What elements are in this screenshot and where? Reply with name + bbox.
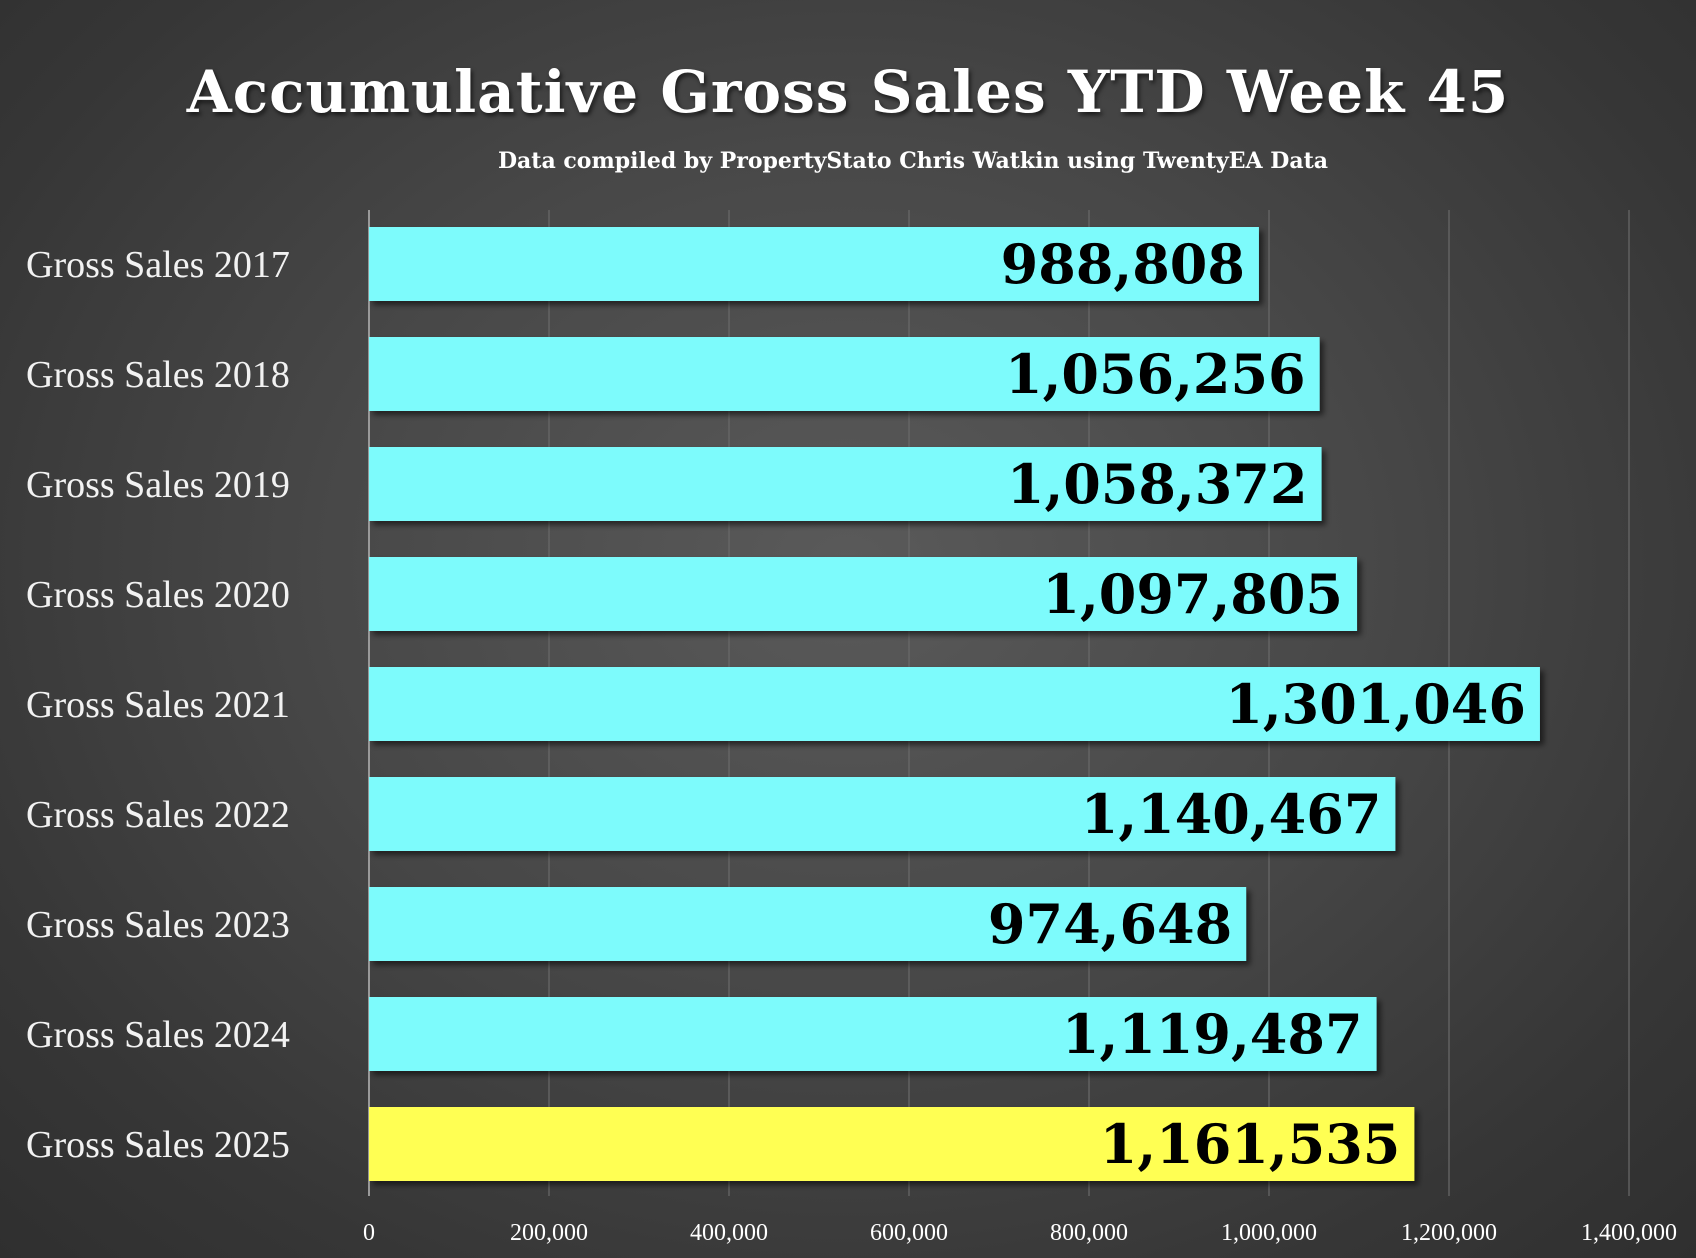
chart-subtitle: Data compiled by PropertyStato Chris Wat…: [497, 148, 1329, 174]
x-tick-label: 400,000: [690, 1220, 768, 1246]
bar-value-label: 1,301,046: [1225, 672, 1526, 736]
category-label: Gross Sales 2022: [26, 794, 290, 836]
category-label: Gross Sales 2018: [26, 354, 290, 396]
bar-value-label: 1,058,372: [1007, 452, 1308, 516]
category-label: Gross Sales 2017: [26, 244, 290, 286]
bar-value-label: 1,056,256: [1005, 342, 1306, 406]
x-tick-label: 800,000: [1050, 1220, 1128, 1246]
category-label: Gross Sales 2019: [26, 464, 290, 506]
x-tick-label: 1,200,000: [1401, 1220, 1497, 1246]
bar: [369, 887, 1247, 961]
bar: [369, 667, 1540, 741]
bar-value-label: 1,097,805: [1042, 562, 1343, 626]
category-label: Gross Sales 2020: [26, 574, 290, 616]
x-tick-label: 1,000,000: [1221, 1220, 1317, 1246]
bar: [369, 777, 1396, 851]
category-label: Gross Sales 2023: [26, 904, 290, 946]
x-axis-tick-labels: 0 200,000 400,000 600,000 800,000 1,000,000 1,…: [363, 1220, 1677, 1246]
bars: 988,808 1,056,256 1,058,372 1,097,805 1,301,…: [369, 227, 1540, 1181]
category-label: Gross Sales 2024: [26, 1014, 290, 1056]
category-labels: Gross Sales 2017 Gross Sales 2018 Gross Sa…: [26, 244, 290, 1166]
bar-value-label: 988,808: [1001, 232, 1245, 296]
chart-title: Accumulative Gross Sales YTD Week 45: [186, 58, 1510, 126]
bar: [369, 997, 1377, 1071]
bar: [369, 337, 1320, 411]
bar: [369, 557, 1358, 631]
x-tick-label: 1,400,000: [1581, 1220, 1677, 1246]
bar-value-label: 1,161,535: [1100, 1112, 1401, 1176]
bar: [369, 447, 1322, 521]
category-label: Gross Sales 2021: [26, 684, 290, 726]
x-tick-label: 600,000: [870, 1220, 948, 1246]
category-label: Gross Sales 2025: [26, 1124, 290, 1166]
x-tick-label: 0: [363, 1220, 375, 1246]
bar: [369, 227, 1259, 301]
bar-value-label: 974,648: [988, 892, 1232, 956]
bar-value-label: 1,140,467: [1081, 782, 1382, 846]
bar: [369, 1107, 1415, 1181]
x-tick-label: 200,000: [510, 1220, 588, 1246]
bar-value-label: 1,119,487: [1062, 1002, 1363, 1066]
